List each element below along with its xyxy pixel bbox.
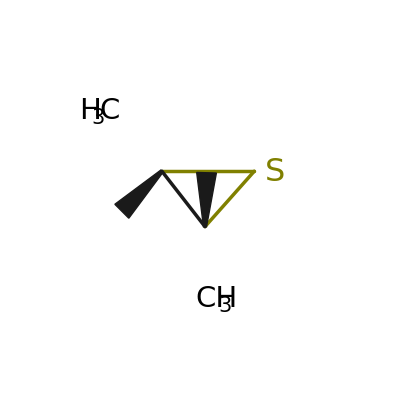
- Text: C: C: [100, 97, 120, 125]
- Text: CH: CH: [196, 285, 238, 313]
- Text: 3: 3: [218, 296, 232, 316]
- Polygon shape: [115, 170, 163, 218]
- Polygon shape: [197, 172, 216, 227]
- Text: H: H: [79, 97, 100, 125]
- Text: S: S: [265, 157, 285, 188]
- Text: 3: 3: [91, 108, 104, 128]
